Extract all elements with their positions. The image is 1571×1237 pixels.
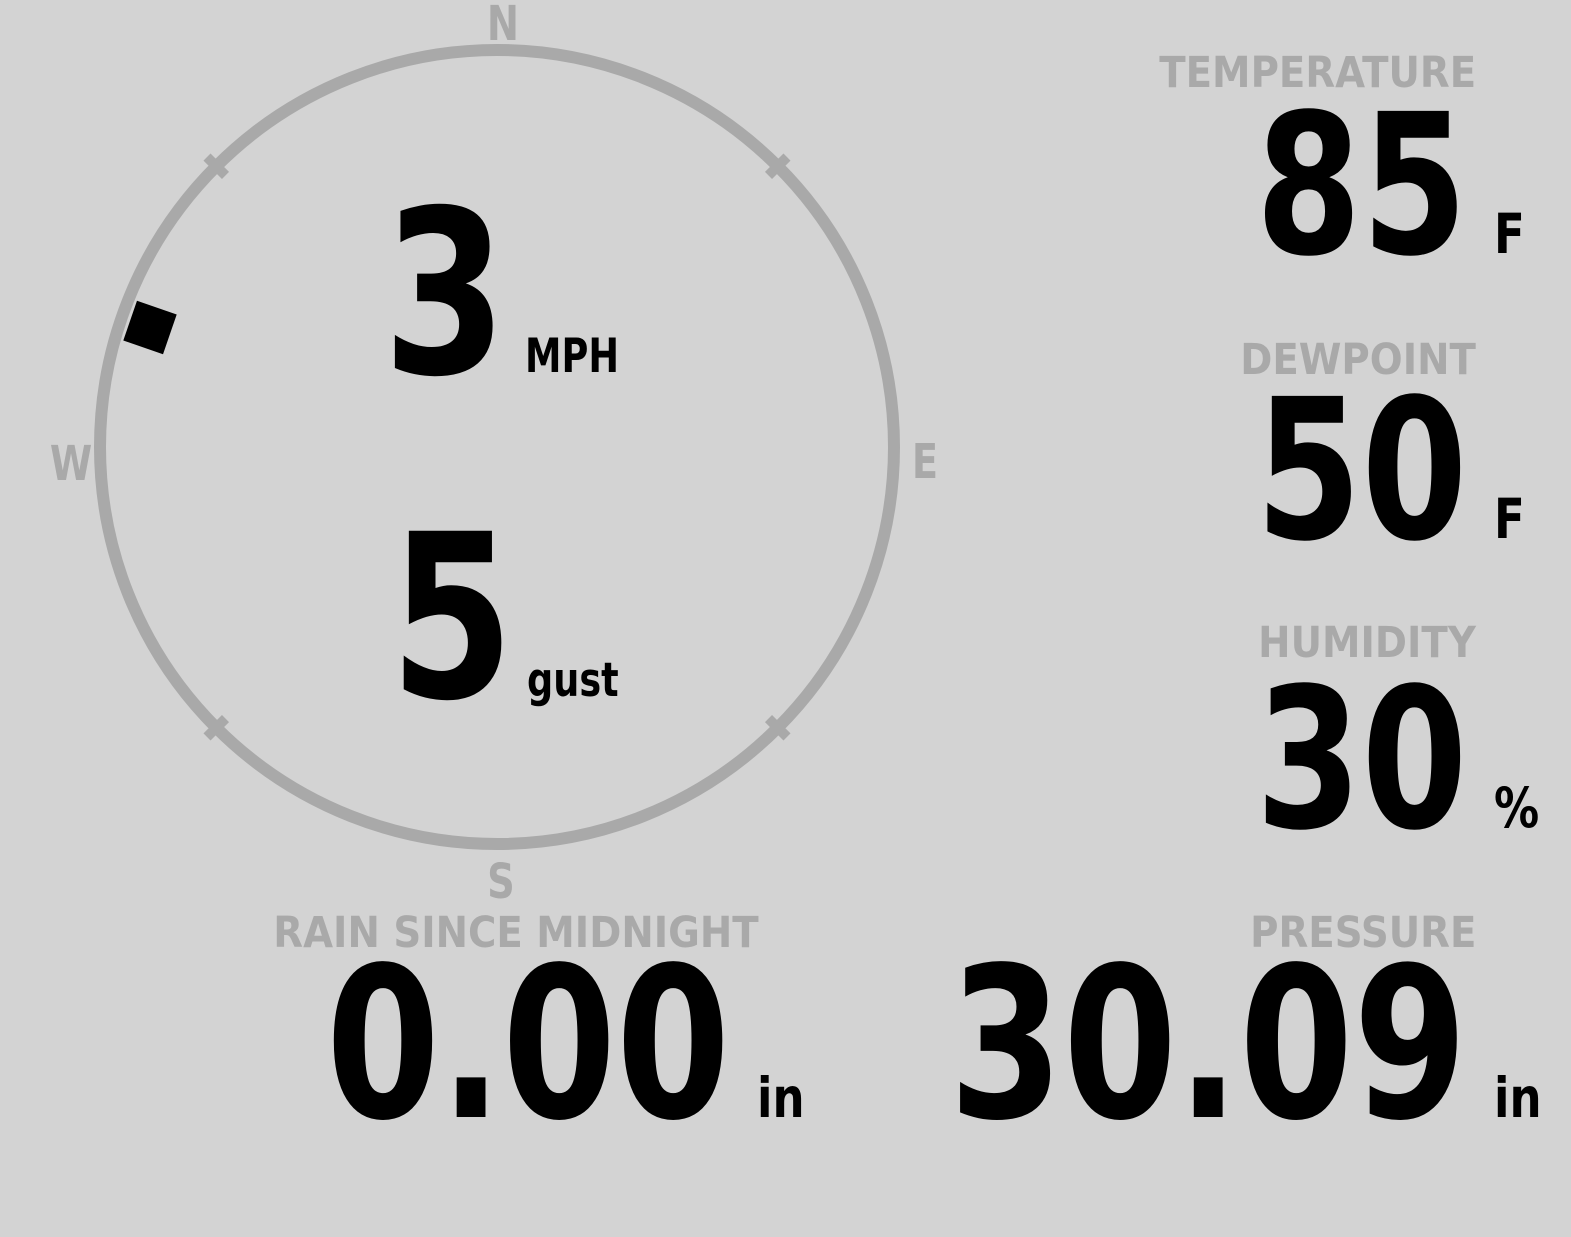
temperature-label-text: TEMPERATURE — [1159, 48, 1476, 98]
compass-tick-nw — [203, 153, 230, 179]
humidity-label-text: HUMIDITY — [1258, 618, 1476, 668]
humidity-unit: % — [1494, 781, 1554, 836]
dewpoint-unit-text: F — [1494, 487, 1525, 551]
pressure-value: 30.09 — [948, 922, 1467, 1167]
rain-value-row: 0.00 in — [212, 940, 817, 1150]
pressure-label: PRESSURE — [1225, 912, 1476, 955]
compass-label-north: N — [487, 0, 519, 52]
rain-unit: in — [757, 1071, 817, 1126]
wind-gust-unit: gust — [527, 657, 645, 704]
compass-label-south: S — [487, 855, 515, 910]
wind-speed-value: 3 — [383, 180, 542, 408]
wind-speed-unit-label: MPH — [525, 329, 620, 384]
wind-gust-number: 5 — [390, 485, 514, 751]
wind-gust-value: 5 — [390, 504, 549, 732]
humidity-value: 30 — [1255, 646, 1467, 873]
dewpoint-value: 50 — [1255, 357, 1467, 584]
temperature-unit: F — [1494, 207, 1554, 262]
compass-tick-sw — [203, 715, 230, 741]
compass-tick-ne — [764, 153, 791, 179]
temperature-unit-text: F — [1494, 202, 1525, 266]
wind-speed-unit: MPH — [525, 333, 646, 380]
wind-compass: N E S W — [50, 0, 938, 910]
dewpoint-unit: F — [1494, 492, 1554, 547]
temperature-value-row: 85 F — [1196, 88, 1554, 283]
dewpoint-value-row: 50 F — [1196, 373, 1554, 568]
compass-circle — [94, 44, 900, 850]
humidity-label: HUMIDITY — [1234, 622, 1476, 665]
compass-intercardinal-ticks — [203, 153, 791, 741]
compass-label-east: E — [912, 435, 938, 490]
rain-label-text: RAIN SINCE MIDNIGHT — [273, 908, 759, 958]
pressure-unit: in — [1494, 1071, 1554, 1126]
wind-direction-marker — [123, 300, 177, 355]
rain-value: 0.00 — [325, 922, 730, 1167]
dewpoint-label-text: DEWPOINT — [1240, 335, 1476, 385]
wind-gust-unit-label: gust — [527, 653, 619, 708]
humidity-unit-text: % — [1494, 776, 1540, 840]
dewpoint-label: DEWPOINT — [1214, 339, 1476, 382]
wind-speed-number: 3 — [383, 161, 507, 427]
pressure-value-row: 30.09 in — [803, 940, 1554, 1150]
rain-label: RAIN SINCE MIDNIGHT — [230, 912, 802, 955]
pressure-label-text: PRESSURE — [1249, 908, 1476, 958]
compass-tick-se — [764, 715, 791, 741]
pressure-unit-text: in — [1494, 1066, 1542, 1130]
temperature-label: TEMPERATURE — [1124, 52, 1476, 95]
temperature-value: 85 — [1255, 72, 1467, 299]
compass-label-west: W — [50, 437, 92, 492]
humidity-value-row: 30 % — [1196, 662, 1554, 857]
rain-unit-text: in — [757, 1066, 805, 1130]
